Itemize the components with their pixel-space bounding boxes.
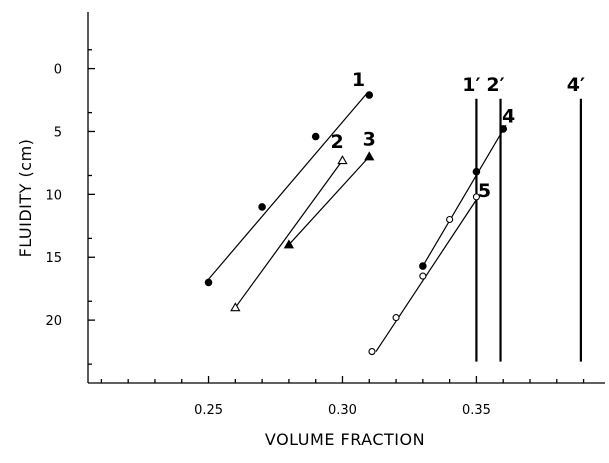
x-tick-label: 0.30: [328, 403, 357, 418]
data-point: [337, 155, 348, 165]
vertical-line-label: 2′: [486, 74, 504, 96]
series-label-2: 2: [331, 131, 344, 153]
data-point: [258, 203, 266, 211]
data-point: [392, 314, 400, 322]
series-label-4: 4: [502, 106, 515, 128]
series-label-3: 3: [363, 128, 376, 150]
series-label-1: 1: [352, 69, 365, 91]
data-point: [419, 272, 427, 280]
vertical-line-label: 4′: [567, 74, 585, 96]
data-point: [283, 239, 295, 249]
series-label-5: 5: [478, 180, 491, 202]
data-point: [368, 348, 376, 356]
y-tick-label: 0: [54, 63, 62, 78]
data-point: [472, 167, 481, 176]
data-point: [419, 262, 427, 270]
y-tick-label: 10: [45, 188, 62, 203]
data-point: [446, 215, 454, 224]
data-point: [204, 278, 213, 287]
y-axis-title: FLUIDITY (cm): [16, 139, 35, 258]
y-tick-label: 5: [54, 125, 62, 140]
x-tick-label: 0.35: [462, 403, 491, 418]
plot-area: 1′ 2′ 4′12 345: [204, 69, 585, 362]
data-point: [364, 151, 375, 161]
fit-line-5: [375, 195, 480, 352]
y-tick-label: 15: [45, 251, 62, 266]
data-point: [472, 193, 480, 201]
data-point: [499, 125, 508, 133]
data-point: [230, 302, 241, 312]
data-point: [365, 91, 374, 99]
fit-line-1: [205, 93, 368, 283]
fit-line-4: [422, 124, 507, 267]
vertical-line-label: 1′: [462, 74, 480, 96]
x-tick-label: 0.25: [194, 403, 223, 418]
data-point: [311, 132, 320, 141]
fit-line-3: [288, 156, 370, 246]
fit-line-2: [234, 160, 343, 308]
x-axis-title: VOLUME FRACTION: [265, 430, 425, 449]
y-tick-label: 20: [45, 314, 62, 329]
